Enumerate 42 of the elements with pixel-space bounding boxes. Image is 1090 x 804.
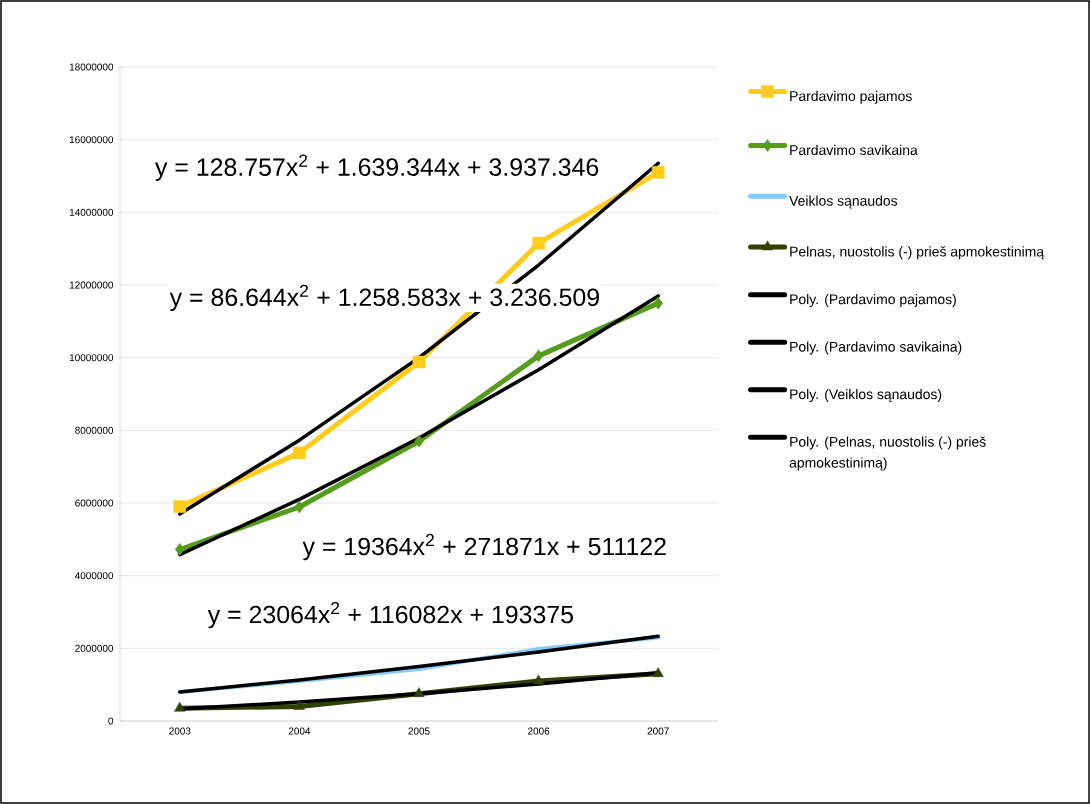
point	[414, 434, 424, 448]
x-tick-label: 2003	[169, 727, 191, 735]
annotation: y = 86.644x$^{2}$ + 1.258.583x + 3.236.509	[169, 284, 599, 312]
y-tick-label: 6000000	[75, 499, 114, 507]
y-tick-label: 16000000	[69, 136, 114, 144]
x-tick-label: 2004	[288, 727, 311, 735]
legend-label: Pelnas, nuostolis (-) prieš apmokestinimą	[790, 246, 1045, 260]
legend-label: Pardavimo pajamos	[790, 90, 912, 104]
point	[653, 296, 663, 310]
legend-label: Poly. (Pardavimo savikaina)	[790, 341, 962, 355]
y-tick-label: 4000000	[74, 572, 114, 580]
x-tick-label: 2007	[647, 727, 669, 735]
y-tick-label: 14000000	[69, 208, 114, 216]
y-tick-label: 10000000	[69, 354, 114, 362]
point	[532, 236, 545, 250]
point	[173, 500, 187, 513]
y-tick-label: 18000000	[69, 63, 114, 71]
point	[174, 702, 186, 712]
point	[294, 500, 305, 514]
point	[412, 355, 426, 369]
point	[533, 349, 544, 363]
annotation: y = 23064x$^{2}$ + 116082x + 193375	[207, 601, 573, 629]
point	[652, 667, 664, 678]
annotation: y = 19364x$^{2}$ + 271871x + 511122	[302, 533, 666, 561]
x-tick-label: 2006	[528, 727, 550, 735]
y-tick-label: 8000000	[75, 426, 114, 434]
point	[413, 687, 425, 697]
legend-label: Poly. (Veiklos sąnaudos)	[790, 388, 942, 402]
point	[293, 700, 305, 710]
y-tick-label: 12000000	[69, 281, 114, 289]
point	[175, 543, 185, 556]
point	[293, 446, 306, 460]
x-tick-label: 2005	[408, 727, 430, 735]
legend-label: Veiklos sąnaudos	[789, 195, 898, 209]
legend-label: Poly. (Pelnas, nuostolis (-) prieš apmokestinimą)	[789, 436, 986, 471]
point	[651, 166, 665, 179]
legend-label: Pardavimo savikaina	[790, 144, 918, 156]
legend-label: Poly. (Pardavimo pajamos)	[790, 294, 956, 307]
y-tick-label: 0	[108, 717, 114, 725]
y-tick-label: 2000000	[75, 644, 114, 652]
annotation: y = 128.757x$^{2}$ + 1.639.344x + 3.937.346	[155, 154, 599, 181]
point	[533, 674, 545, 685]
